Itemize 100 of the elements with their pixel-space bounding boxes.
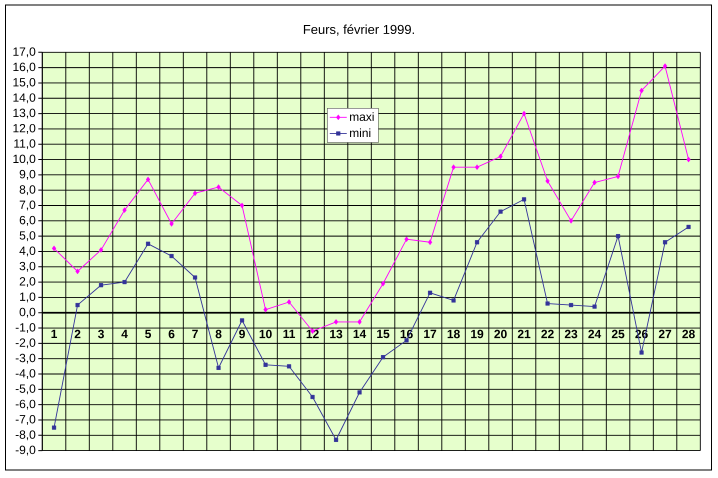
x-tick-label: 25 (612, 330, 624, 338)
point (474, 164, 480, 170)
x-tick-label: 5 (145, 330, 152, 338)
y-tick-label: 8,0 (20, 185, 36, 196)
legend-label: mini (350, 128, 370, 138)
point (98, 247, 104, 253)
point (474, 240, 480, 244)
y-tick-label: -1,0 (16, 323, 36, 333)
point (240, 202, 244, 208)
point (380, 280, 386, 286)
y-tick-label: -5,0 (16, 384, 36, 394)
x-tick-label: 3 (98, 330, 104, 338)
y-tick-label: 5,0 (20, 231, 36, 242)
y-tick-label: 13,0 (13, 108, 36, 119)
point (334, 319, 338, 325)
point (52, 246, 56, 252)
point (122, 280, 127, 284)
point (380, 355, 386, 360)
x-tick-label: 1 (51, 330, 58, 338)
point (286, 299, 292, 305)
y-tick-label: 1,0 (20, 292, 36, 302)
x-tick-label: 24 (588, 330, 602, 338)
y-tick-label: -3,0 (16, 354, 36, 364)
point (545, 178, 550, 184)
point (498, 210, 503, 214)
y-tick-label: 6,0 (20, 216, 36, 226)
y-tick-label: 3,0 (20, 262, 36, 272)
point (639, 350, 644, 355)
point (216, 366, 221, 370)
y-tick-label: 7,0 (20, 200, 36, 210)
point (75, 268, 80, 274)
chart-title: Feurs, février 1999. (304, 24, 414, 36)
point (146, 176, 150, 182)
x-tick-label: 9 (239, 330, 245, 338)
point (451, 298, 456, 303)
point (192, 275, 198, 280)
y-tick-label: -7,0 (16, 415, 36, 425)
point (616, 174, 620, 180)
y-tick-label: 15,0 (13, 78, 36, 88)
x-tick-label: 14 (354, 330, 366, 338)
x-tick-label: 17 (424, 330, 436, 338)
point (263, 306, 268, 312)
x-tick-label: 12 (306, 330, 319, 338)
legend-label: maxi (350, 112, 374, 122)
x-tick-label: 7 (192, 330, 198, 338)
point (263, 362, 268, 367)
y-tick-label: 4,0 (19, 246, 36, 256)
y-tick-label: -2,0 (16, 338, 36, 348)
x-tick-label: 19 (471, 330, 484, 338)
y-tick-label: 2,0 (20, 277, 36, 288)
y-tick-label: 14,0 (13, 93, 36, 104)
point (286, 364, 292, 368)
point (686, 224, 691, 230)
x-tick-label: 18 (448, 330, 460, 338)
x-tick-label: 20 (494, 330, 507, 338)
y-tick-label: -9,0 (16, 446, 36, 456)
point (310, 394, 315, 400)
x-tick-label: 15 (377, 330, 390, 338)
point (568, 218, 574, 224)
y-tick-label: 17,0 (13, 47, 36, 58)
x-tick-label: 21 (518, 330, 530, 338)
point (334, 438, 338, 442)
point (428, 290, 432, 295)
x-tick-label: 11 (283, 330, 296, 338)
point (522, 110, 526, 116)
point (357, 319, 362, 325)
y-tick-label: 0,0 (20, 308, 36, 318)
x-tick-label: 2 (74, 330, 80, 338)
y-tick-label: 9,0 (20, 170, 36, 180)
point (428, 239, 432, 246)
point (522, 197, 526, 202)
x-tick-label: 4 (121, 330, 128, 338)
x-tick-label: 22 (541, 330, 554, 338)
point (169, 254, 174, 258)
y-tick-label: -4,0 (16, 369, 36, 379)
point (52, 426, 56, 430)
y-tick-label: 10,0 (13, 154, 36, 164)
point (216, 184, 221, 190)
point (146, 242, 150, 246)
point (169, 221, 174, 227)
point (592, 304, 597, 309)
point (592, 180, 597, 186)
point (568, 302, 574, 308)
point (545, 301, 550, 306)
y-tick-label: 16,0 (13, 62, 36, 73)
point (75, 302, 80, 308)
point (616, 234, 620, 238)
x-tick-label: 10 (260, 330, 272, 338)
x-tick-label: 6 (168, 330, 174, 338)
point (451, 164, 456, 170)
point (498, 154, 503, 160)
point (662, 63, 668, 69)
point (404, 236, 409, 242)
point (240, 318, 244, 322)
y-tick-label: 12,0 (13, 124, 36, 134)
x-tick-label: 23 (564, 330, 578, 338)
point (192, 190, 198, 196)
point (639, 88, 644, 94)
x-tick-label: 27 (658, 330, 672, 338)
y-tick-label: 11,0 (14, 139, 36, 150)
